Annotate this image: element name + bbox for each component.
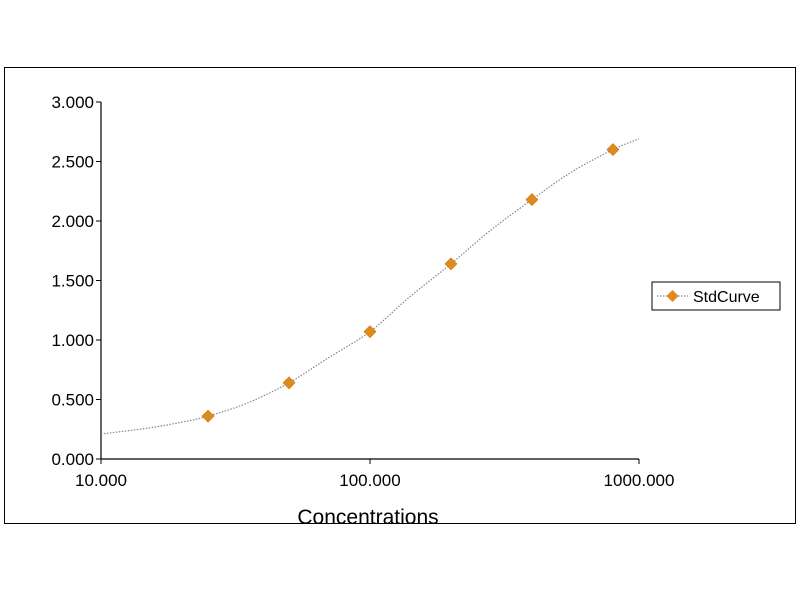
y-tick-label: 1.500 — [51, 272, 94, 291]
x-tick-label: 100.000 — [339, 471, 400, 490]
x-axis-ticks: 10.000 100.000 1000.000 — [75, 459, 674, 490]
y-tick-label: 3.000 — [51, 93, 94, 112]
x-tick-label: 1000.000 — [604, 471, 675, 490]
legend: StdCurve — [651, 281, 781, 311]
x-axis-title: Concentrations — [297, 506, 438, 529]
data-point-diamond — [282, 376, 296, 390]
data-points — [201, 143, 620, 423]
fit-curve-line — [100, 138, 640, 435]
y-axis-ticks: 0.000 0.500 1.000 1.500 2.000 2.500 3.000 — [51, 93, 101, 469]
legend-label: StdCurve — [693, 289, 760, 306]
x-tick-label: 10.000 — [75, 471, 127, 490]
y-tick-label: 1.000 — [51, 331, 94, 350]
y-tick-label: 2.500 — [51, 153, 94, 172]
legend-marker — [666, 290, 679, 302]
axes — [100, 102, 639, 460]
y-tick-label: 0.000 — [51, 450, 94, 469]
data-point-diamond — [201, 409, 215, 423]
data-point-diamond — [525, 193, 539, 207]
data-point-diamond — [606, 143, 620, 157]
data-point-diamond — [444, 257, 458, 271]
data-point-diamond — [363, 325, 377, 339]
y-tick-label: 0.500 — [51, 391, 94, 410]
y-tick-label: 2.000 — [51, 212, 94, 231]
